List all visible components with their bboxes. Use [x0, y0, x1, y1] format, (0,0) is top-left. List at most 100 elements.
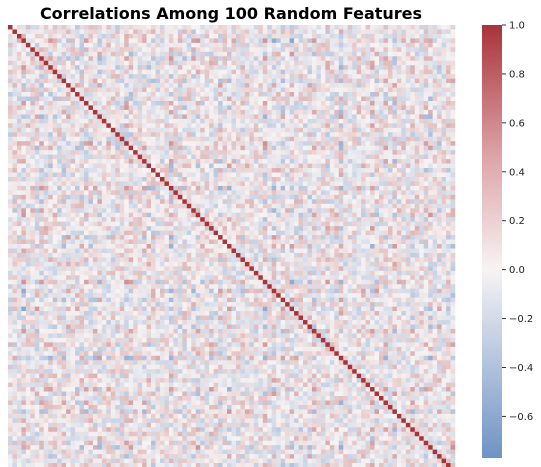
heatmap-cell	[21, 226, 27, 231]
heatmap-cell	[307, 194, 313, 200]
heatmap-cell	[423, 150, 429, 155]
heatmap-cell	[253, 163, 259, 169]
heatmap-cell	[271, 176, 277, 182]
heatmap-cell	[218, 25, 223, 30]
heatmap-cell	[289, 96, 295, 102]
heatmap-cell	[276, 109, 281, 115]
heatmap-cell	[338, 47, 344, 53]
heatmap-cell	[396, 33, 402, 39]
heatmap-cell	[379, 150, 384, 155]
heatmap-cell	[12, 92, 18, 97]
heatmap-cell	[401, 123, 407, 129]
heatmap-cell	[240, 65, 246, 70]
heatmap-cell	[52, 239, 58, 245]
heatmap-cell	[240, 172, 246, 178]
heatmap-cell	[307, 118, 313, 124]
heatmap-cell	[191, 42, 197, 48]
heatmap-cell	[347, 194, 353, 200]
heatmap-cell	[289, 47, 295, 53]
heatmap-cell	[446, 176, 451, 182]
heatmap-cell	[159, 83, 165, 88]
heatmap-cell	[294, 78, 299, 84]
heatmap-cell	[392, 47, 398, 53]
heatmap-cell	[356, 25, 362, 30]
heatmap-cell	[365, 226, 371, 231]
heatmap-cell	[307, 136, 313, 142]
heatmap-cell	[280, 235, 286, 240]
heatmap-cell	[70, 118, 76, 124]
heatmap-cell	[48, 42, 53, 48]
heatmap-cell	[361, 221, 366, 227]
heatmap-cell	[361, 172, 366, 178]
heatmap-cell	[303, 47, 308, 53]
heatmap-cell	[195, 230, 201, 236]
heatmap-cell	[177, 212, 183, 218]
heatmap-cell	[195, 60, 201, 66]
heatmap-cell	[137, 190, 143, 196]
heatmap-cell	[280, 136, 286, 142]
heatmap-cell	[240, 123, 246, 129]
heatmap-cell	[267, 92, 273, 97]
heatmap-cell	[267, 109, 273, 115]
heatmap-cell	[222, 33, 228, 39]
heatmap-cell	[450, 194, 456, 200]
heatmap-cell	[334, 29, 340, 35]
heatmap-cell	[155, 92, 161, 97]
heatmap-cell	[173, 87, 179, 93]
heatmap-cell	[405, 127, 411, 133]
heatmap-cell	[370, 74, 375, 79]
heatmap-cell	[231, 56, 237, 62]
heatmap-cell	[34, 29, 40, 35]
heatmap-cell	[124, 60, 129, 66]
heatmap-cell	[142, 226, 147, 231]
heatmap-cell	[361, 154, 366, 160]
heatmap-cell	[450, 69, 456, 75]
heatmap-cell	[133, 118, 138, 124]
heatmap-cell	[334, 141, 340, 146]
heatmap-cell	[57, 127, 62, 133]
heatmap-cell	[66, 154, 71, 160]
heatmap-cell	[276, 181, 281, 187]
heatmap-cell	[289, 244, 295, 249]
heatmap-cell	[405, 42, 411, 48]
heatmap-cell	[79, 150, 85, 155]
heatmap-cell	[146, 154, 152, 160]
heatmap-cell	[12, 244, 18, 249]
heatmap-cell	[276, 105, 281, 111]
heatmap-cell	[177, 105, 183, 111]
heatmap-cell	[209, 208, 214, 214]
heatmap-cell	[34, 176, 40, 182]
heatmap-cell	[119, 105, 125, 111]
heatmap-cell	[244, 78, 250, 84]
heatmap-cell	[294, 159, 299, 164]
heatmap-cell	[128, 92, 134, 97]
heatmap-cell	[70, 105, 76, 111]
heatmap-cell	[343, 118, 349, 124]
heatmap-cell	[253, 92, 259, 97]
heatmap-cell	[79, 100, 85, 106]
heatmap-cell	[222, 132, 228, 138]
heatmap-cell	[271, 181, 277, 187]
heatmap-cell	[365, 33, 371, 39]
heatmap-cell	[392, 123, 398, 129]
heatmap-cell	[75, 105, 80, 111]
heatmap-cell	[387, 65, 393, 70]
heatmap-cell	[432, 235, 438, 240]
heatmap-cell	[151, 60, 156, 66]
heatmap-cell	[75, 42, 80, 48]
heatmap-cell	[222, 141, 228, 146]
heatmap-cell	[258, 78, 264, 84]
heatmap-cell	[182, 145, 188, 151]
heatmap-cell	[97, 159, 103, 164]
heatmap-cell	[410, 123, 416, 129]
heatmap-cell	[106, 168, 112, 173]
heatmap-cell	[97, 235, 103, 240]
heatmap-cell	[262, 132, 268, 138]
heatmap-cell	[101, 83, 107, 88]
heatmap-cell	[213, 127, 219, 133]
heatmap-cell	[88, 114, 94, 120]
heatmap-cell	[191, 203, 197, 209]
heatmap-cell	[88, 123, 94, 129]
heatmap-cell	[276, 172, 281, 178]
heatmap-cell	[66, 51, 71, 57]
